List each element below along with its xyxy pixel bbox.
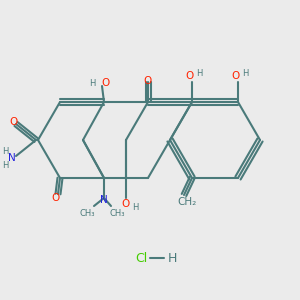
Text: O: O <box>101 78 109 88</box>
Text: O: O <box>231 71 239 81</box>
Text: O: O <box>10 117 18 127</box>
Text: H: H <box>242 68 248 77</box>
Text: H: H <box>196 68 202 77</box>
Text: H: H <box>132 203 138 212</box>
Text: O: O <box>51 193 59 203</box>
Text: H: H <box>89 79 95 88</box>
Text: Cl: Cl <box>136 251 148 265</box>
Text: H: H <box>168 251 177 265</box>
Text: CH₃: CH₃ <box>109 208 125 217</box>
Text: N: N <box>8 153 16 163</box>
Text: O: O <box>144 76 152 86</box>
Text: N: N <box>100 195 108 205</box>
Text: O: O <box>122 199 130 209</box>
Text: O: O <box>185 71 193 81</box>
Text: CH₂: CH₂ <box>177 197 196 207</box>
Text: H: H <box>2 146 8 155</box>
Text: H: H <box>2 160 8 169</box>
Text: CH₃: CH₃ <box>79 208 95 217</box>
